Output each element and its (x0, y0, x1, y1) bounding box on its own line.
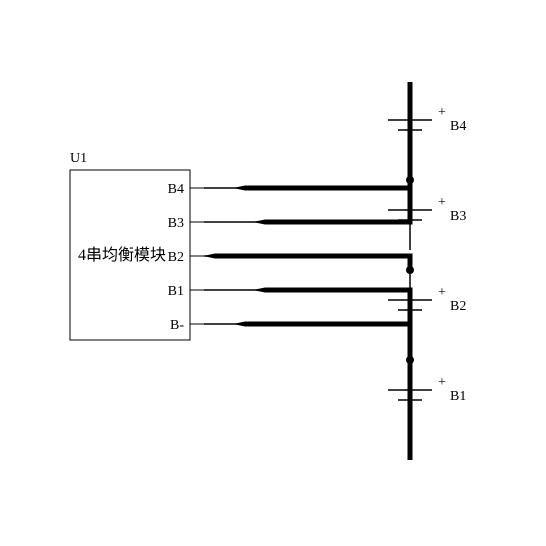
wire-wedge-B- (233, 322, 245, 327)
pin-label-B2: B2 (168, 250, 184, 265)
wire-wedge-B1 (253, 288, 265, 293)
pin-label-B3: B3 (168, 216, 184, 231)
battery-plus-B1: + (438, 375, 446, 390)
wire-node-B3 (406, 176, 414, 184)
wire-wedge-B4 (233, 186, 245, 191)
wire-thick-main-B- (245, 324, 410, 460)
pin-label-B4: B4 (168, 182, 184, 197)
battery-plus-B4: + (438, 105, 446, 120)
wire-node-B2 (406, 266, 414, 274)
battery-label-B3: B3 (450, 209, 466, 224)
battery-label-B2: B2 (450, 299, 466, 314)
battery-label-B4: B4 (450, 119, 466, 134)
pin-label-B1: B1 (168, 284, 184, 299)
wire-wedge-B2 (203, 254, 215, 259)
module-ref: U1 (70, 151, 87, 166)
module-label: 4串均衡模块 (78, 246, 166, 264)
wire-wedge-B3 (253, 220, 265, 225)
wire-thick-main-B4 (245, 82, 410, 188)
pin-label-B-: B- (170, 318, 184, 333)
battery-plus-B3: + (438, 195, 446, 210)
battery-plus-B2: + (438, 285, 446, 300)
wire-thick-main-B2 (215, 256, 410, 270)
battery-label-B1: B1 (450, 389, 466, 404)
